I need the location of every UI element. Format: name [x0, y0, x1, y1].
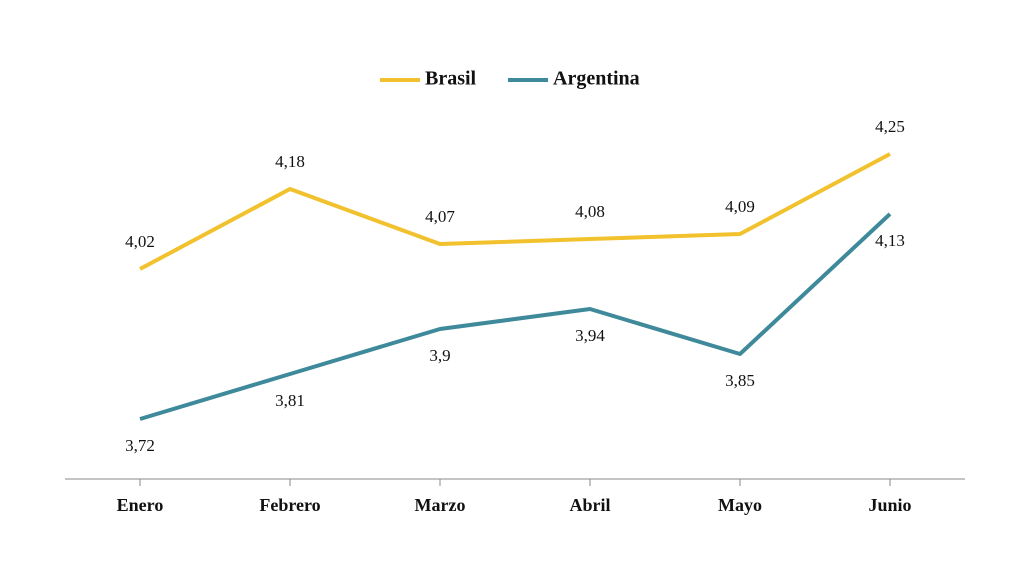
series-line [139, 152, 891, 271]
x-tick-label: Abril [569, 495, 610, 515]
data-label: 4,25 [875, 117, 905, 136]
data-label: 4,07 [425, 207, 455, 226]
data-label: 4,09 [725, 197, 755, 216]
legend-label: Brasil [425, 68, 477, 90]
data-label: 3,85 [725, 371, 755, 390]
legend-label: Argentina [553, 68, 640, 90]
x-tick-label: Mayo [718, 495, 762, 515]
data-label: 4,18 [275, 152, 305, 171]
data-label: 4,13 [875, 231, 905, 250]
data-label: 3,72 [125, 436, 155, 455]
data-label: 4,08 [575, 202, 605, 221]
data-label: 3,81 [275, 391, 305, 410]
x-tick-label: Junio [868, 495, 911, 515]
data-label: 4,02 [125, 232, 155, 251]
series-line [139, 212, 892, 421]
x-tick-label: Marzo [415, 495, 466, 515]
data-label: 3,94 [575, 326, 605, 345]
x-tick-label: Febrero [259, 495, 320, 515]
x-tick-label: Enero [117, 495, 164, 515]
data-label: 3,9 [429, 346, 450, 365]
